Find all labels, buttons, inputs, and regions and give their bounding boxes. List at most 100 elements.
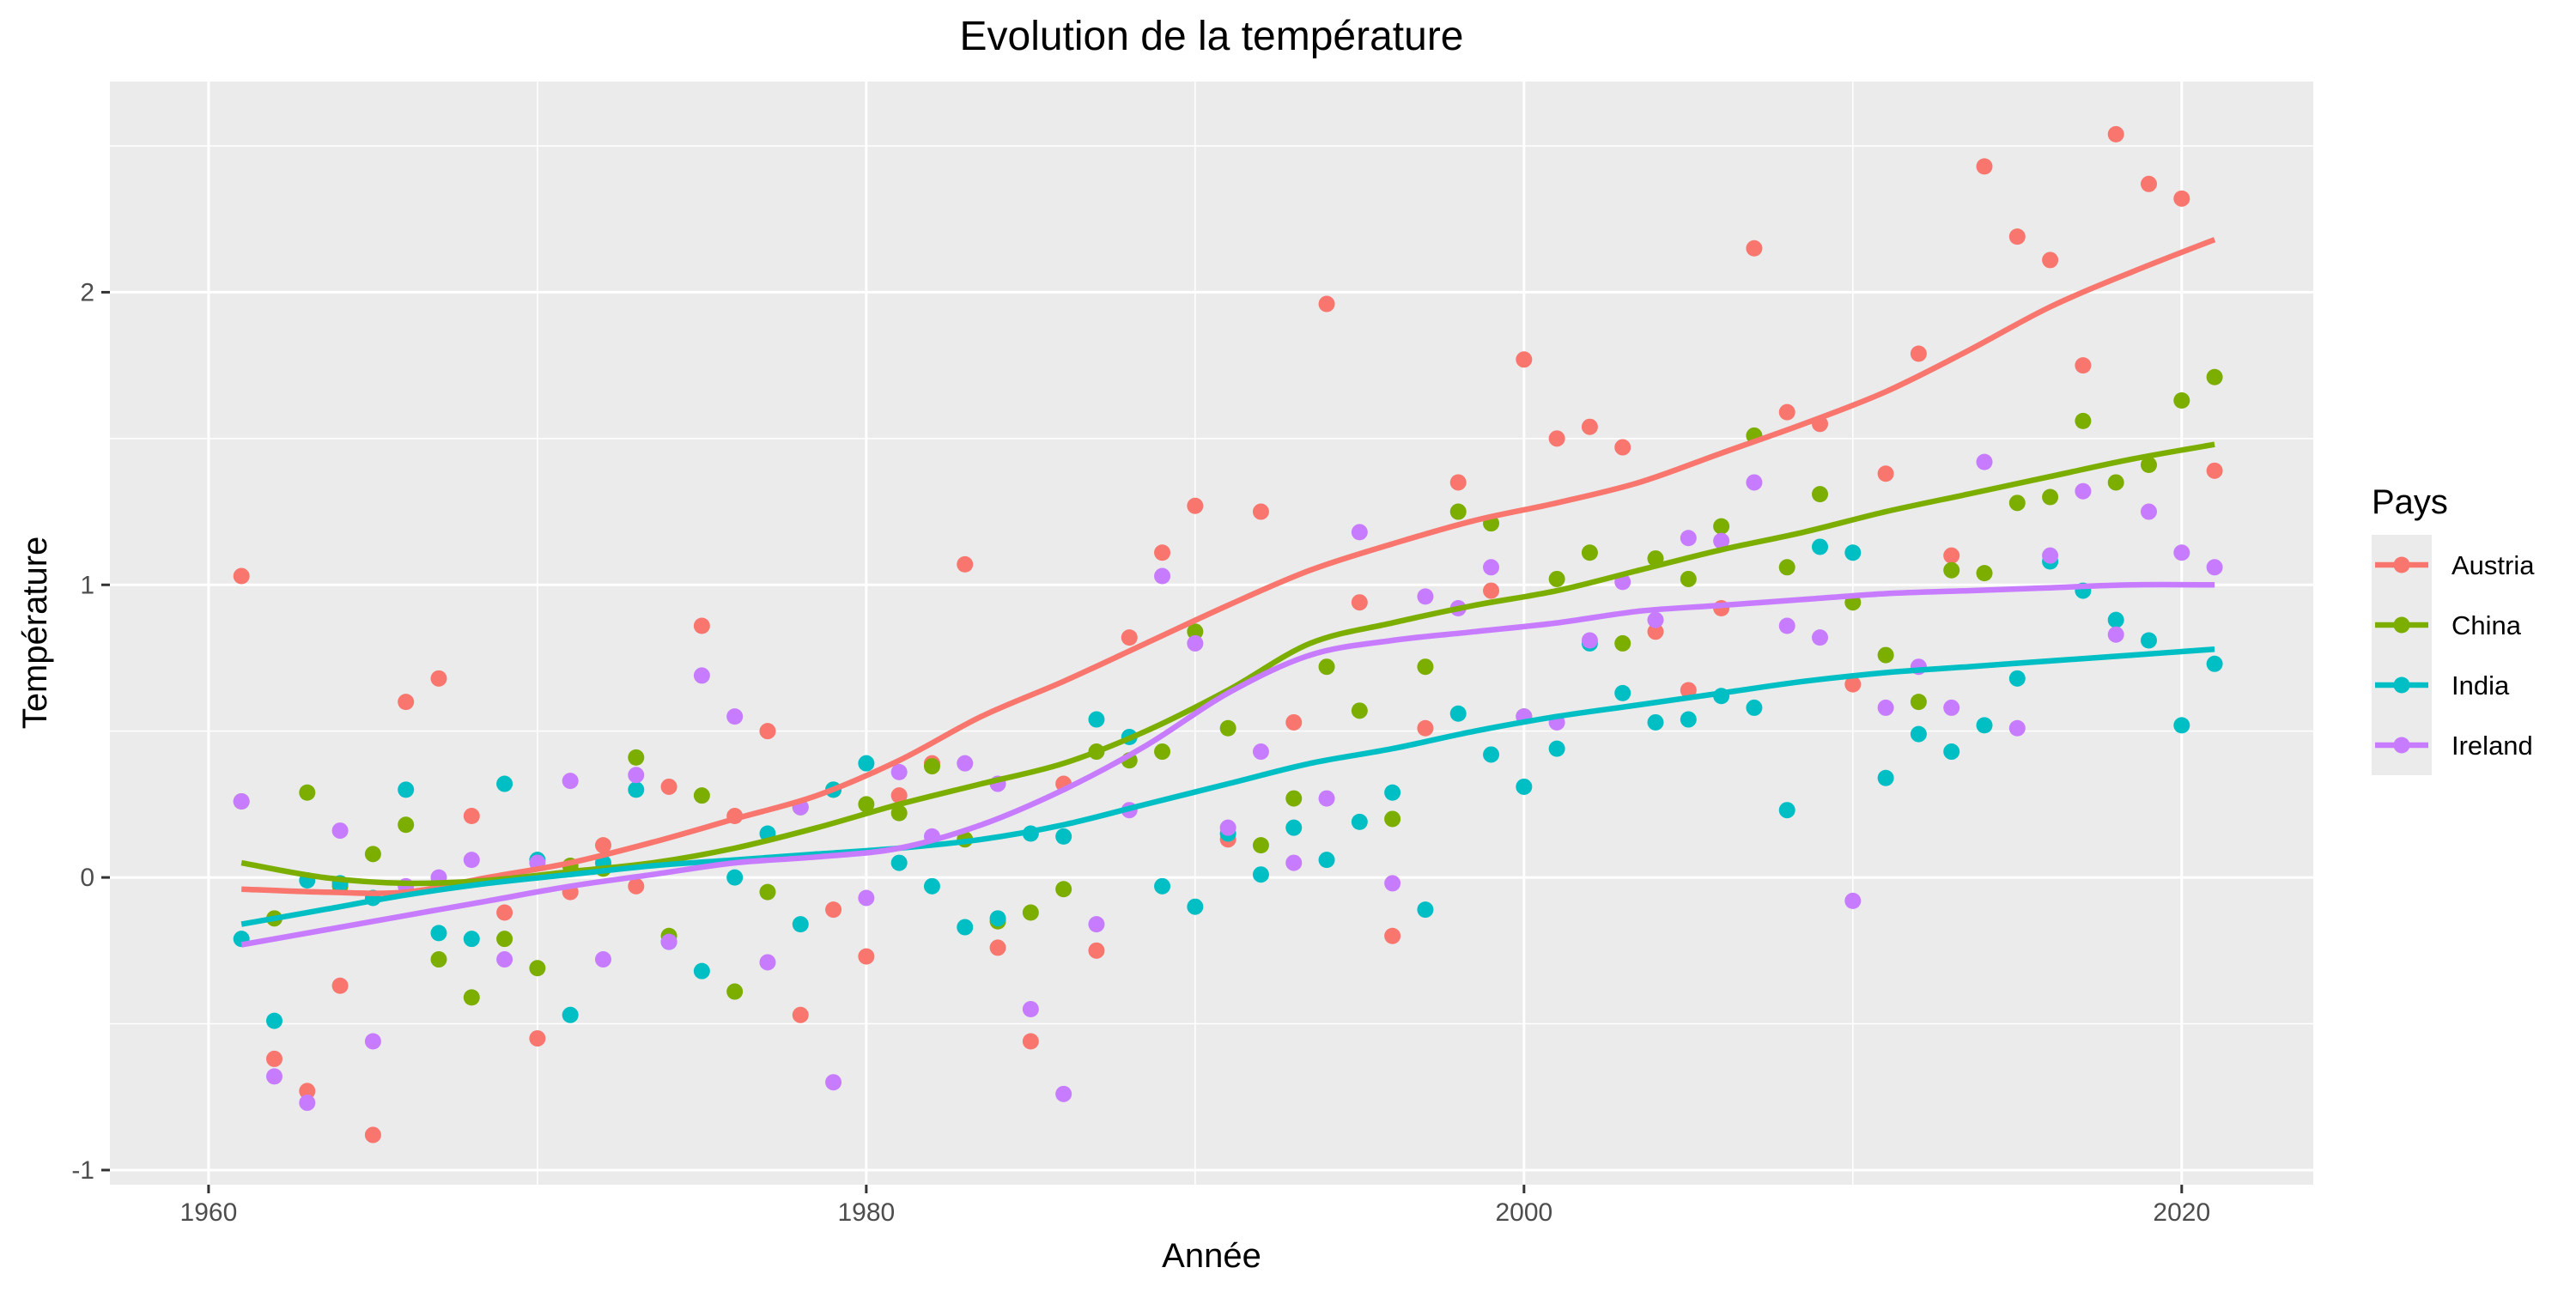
point-austria [693, 617, 710, 634]
point-india [628, 781, 645, 798]
point-austria [1746, 240, 1763, 257]
point-china [398, 816, 415, 834]
point-india [430, 925, 447, 942]
point-austria [628, 877, 645, 895]
y-tick-label: 2 [80, 278, 94, 306]
point-austria [957, 555, 974, 573]
point-china [1713, 518, 1730, 535]
point-india [858, 755, 875, 772]
point-india [1449, 705, 1467, 722]
point-china [496, 931, 513, 948]
x-tick-label: 1960 [180, 1198, 238, 1227]
grid-minor [110, 82, 2313, 1185]
point-india [1778, 802, 1795, 819]
point-ireland [463, 852, 480, 869]
point-india [1614, 684, 1631, 701]
smooth-line-austria [241, 237, 2216, 896]
point-china [1252, 837, 1269, 854]
smooth-line-india [240, 646, 2215, 927]
point-ireland [1351, 524, 1368, 541]
point-austria [759, 723, 776, 740]
point-india [2008, 670, 2026, 687]
point-india [1351, 813, 1368, 830]
point-india [989, 910, 1006, 927]
point-ireland [759, 954, 776, 971]
point-ireland [1647, 611, 1664, 628]
point-austria [1483, 582, 1500, 599]
point-austria [1285, 713, 1303, 731]
point-austria [989, 939, 1006, 956]
point-ireland [957, 755, 974, 772]
point-austria [1154, 544, 1171, 561]
plot-panel [110, 82, 2313, 1185]
smooth-lines [240, 237, 2216, 948]
point-china [1877, 646, 1894, 664]
point-austria [2042, 252, 2059, 269]
point-austria [1647, 623, 1664, 640]
x-tick-label: 1980 [837, 1198, 895, 1227]
legend-item-ireland: Ireland [2372, 715, 2533, 775]
point-india [1844, 544, 1862, 561]
point-india [1812, 538, 1829, 555]
point-china [1187, 623, 1204, 640]
point-ireland [1219, 819, 1236, 836]
point-austria [1844, 676, 1862, 693]
point-india [1516, 778, 1533, 795]
point-india [726, 869, 744, 886]
point-austria [2173, 190, 2190, 207]
point-china [1943, 561, 1960, 579]
point-india [2107, 611, 2124, 628]
point-ireland [496, 951, 513, 968]
legend-label: China [2451, 610, 2522, 640]
point-china [1417, 658, 1434, 676]
point-china [1449, 503, 1467, 520]
point-china [529, 960, 546, 977]
point-austria [299, 1083, 316, 1100]
point-ireland [1713, 532, 1730, 549]
point-ireland [1483, 559, 1500, 576]
point-austria [660, 778, 677, 795]
point-china [1055, 881, 1072, 898]
point-india [2141, 632, 2158, 649]
point-india [1548, 740, 1565, 757]
legend-label: Austria [2451, 550, 2535, 580]
point-austria [1943, 547, 1960, 564]
point-austria [2141, 175, 2158, 192]
point-india [1252, 866, 1269, 883]
point-india [1910, 725, 1927, 743]
point-india [562, 1006, 579, 1023]
point-india [693, 962, 710, 980]
point-china [1680, 570, 1697, 587]
point-india [792, 916, 809, 933]
point-china [1778, 559, 1795, 576]
point-austria [529, 1030, 546, 1047]
point-austria [825, 901, 842, 919]
point-china [463, 989, 480, 1006]
point-china [2107, 474, 2124, 491]
point-ireland [1318, 790, 1335, 807]
point-china [923, 758, 940, 775]
y-axis-ticks: -1 0 1 2 [71, 278, 110, 1185]
point-austria [364, 1126, 381, 1143]
x-axis-ticks: 1960 1980 2000 2020 [180, 1185, 2210, 1227]
point-china [1976, 565, 1993, 582]
point-india [1647, 713, 1664, 731]
point-austria [1121, 629, 1138, 646]
legend-key-point [2393, 676, 2410, 694]
point-china [1022, 904, 1039, 921]
point-ireland [1088, 916, 1105, 933]
point-ireland [1877, 699, 1894, 716]
point-ireland [1187, 634, 1204, 652]
point-india [1384, 784, 1401, 801]
legend-item-india: India [2372, 655, 2510, 715]
y-tick-label: -1 [71, 1156, 94, 1185]
point-china [628, 749, 645, 766]
point-ireland [1581, 632, 1598, 649]
legend-title: Pays [2372, 483, 2448, 521]
point-india [1483, 746, 1500, 763]
point-ireland [1252, 743, 1269, 761]
point-ireland [1746, 474, 1763, 491]
point-austria [1778, 403, 1795, 421]
